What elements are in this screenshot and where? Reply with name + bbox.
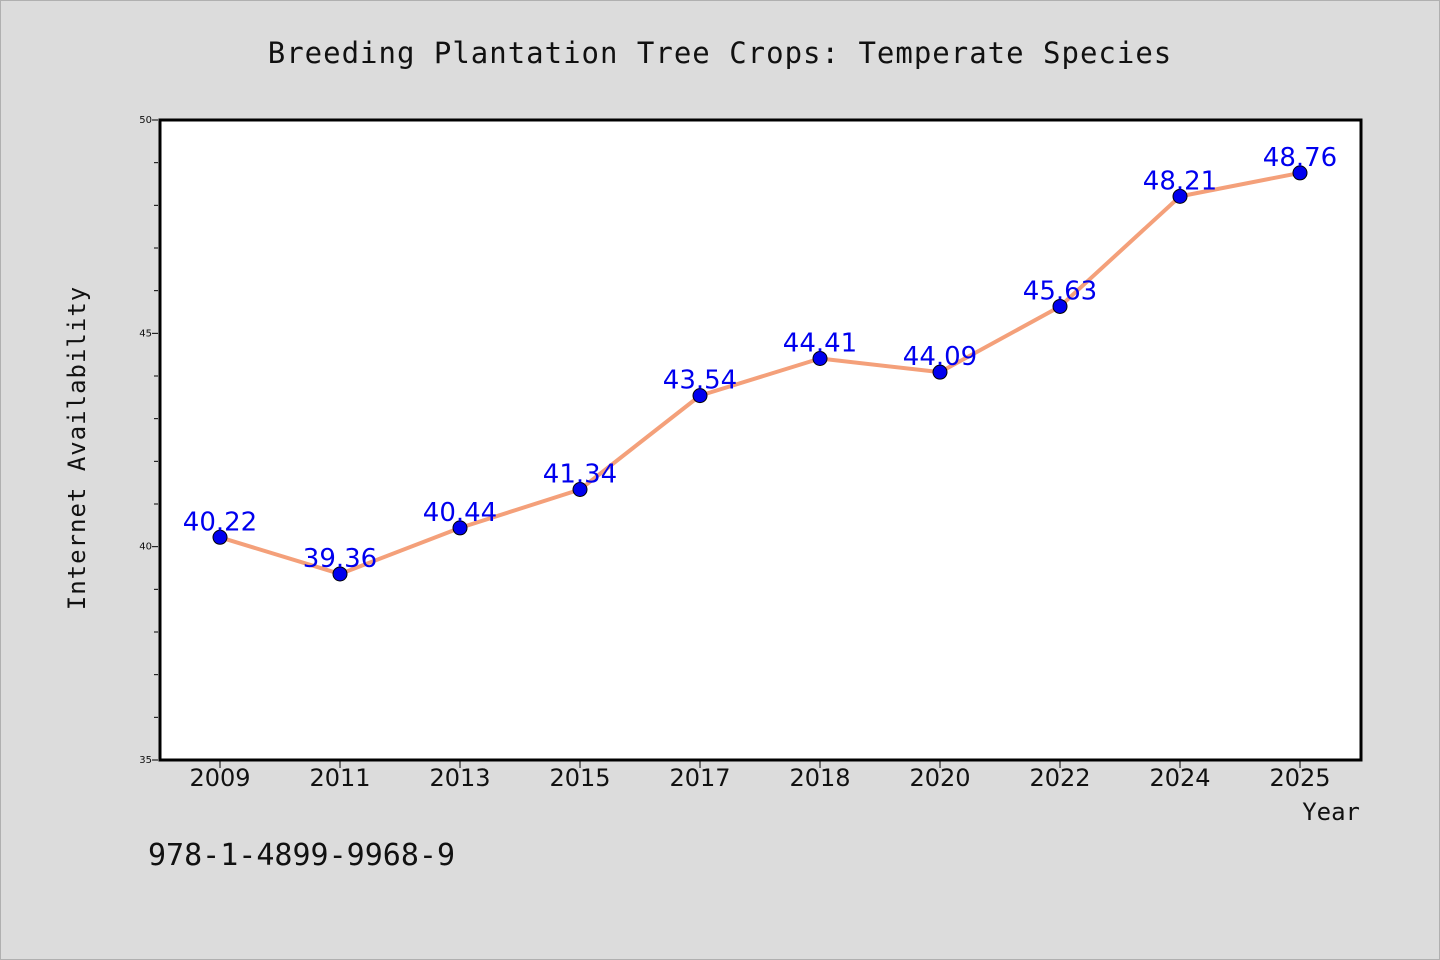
data-label: 44.41 (783, 329, 857, 359)
isbn-text: 978-1-4899-9968-9 (148, 838, 455, 873)
data-point (1172, 188, 1188, 204)
data-point (692, 388, 708, 404)
y-axis-label: Internet Availability (63, 286, 91, 610)
data-label: 44.09 (903, 342, 977, 372)
data-label: 48.76 (1263, 143, 1337, 173)
y-tick-label: 40 (139, 542, 152, 553)
data-label: 43.54 (663, 366, 737, 396)
x-tick-label: 2013 (429, 764, 490, 792)
data-point (572, 481, 588, 497)
data-label: 39.36 (303, 544, 377, 574)
x-tick-label: 2022 (1029, 764, 1090, 792)
y-axis-ticks: 35 40 45 50 (139, 115, 158, 766)
y-tick-label: 35 (139, 755, 152, 766)
data-label: 45.63 (1023, 276, 1097, 306)
data-point (332, 566, 348, 582)
data-point (932, 364, 948, 380)
y-tick-label: 50 (139, 115, 152, 126)
data-label: 41.34 (543, 459, 617, 489)
data-point (452, 520, 468, 536)
x-tick-label: 2011 (309, 764, 370, 792)
y-tick-label: 45 (139, 328, 152, 339)
series-line (219, 170, 1301, 576)
x-tick-label: 2024 (1149, 764, 1210, 792)
x-axis-ticks: 2009 2011 2013 2015 2017 2018 2020 2022 2024 2025 (189, 761, 1331, 792)
data-label: 40.44 (423, 498, 497, 528)
x-tick-label: 2025 (1269, 764, 1330, 792)
x-tick-label: 2020 (909, 764, 970, 792)
chart-title: Breeding Plantation Tree Crops: Temperat… (268, 36, 1173, 70)
data-label: 48.21 (1143, 166, 1217, 196)
data-point (812, 351, 828, 367)
data-point (1292, 165, 1308, 181)
plot-area (158, 118, 1363, 762)
x-tick-label: 2015 (549, 764, 610, 792)
x-tick-label: 2018 (789, 764, 850, 792)
data-point (212, 529, 228, 545)
series-line-group: 40.22 39.36 40.44 41.34 43.54 44.41 44.09 45.63… (183, 143, 1337, 582)
x-tick-label: 2017 (669, 764, 730, 792)
x-tick-label: 2009 (189, 764, 250, 792)
data-point (1052, 298, 1068, 314)
x-axis-label: Year (1302, 798, 1360, 826)
data-label: 40.22 (183, 507, 257, 537)
